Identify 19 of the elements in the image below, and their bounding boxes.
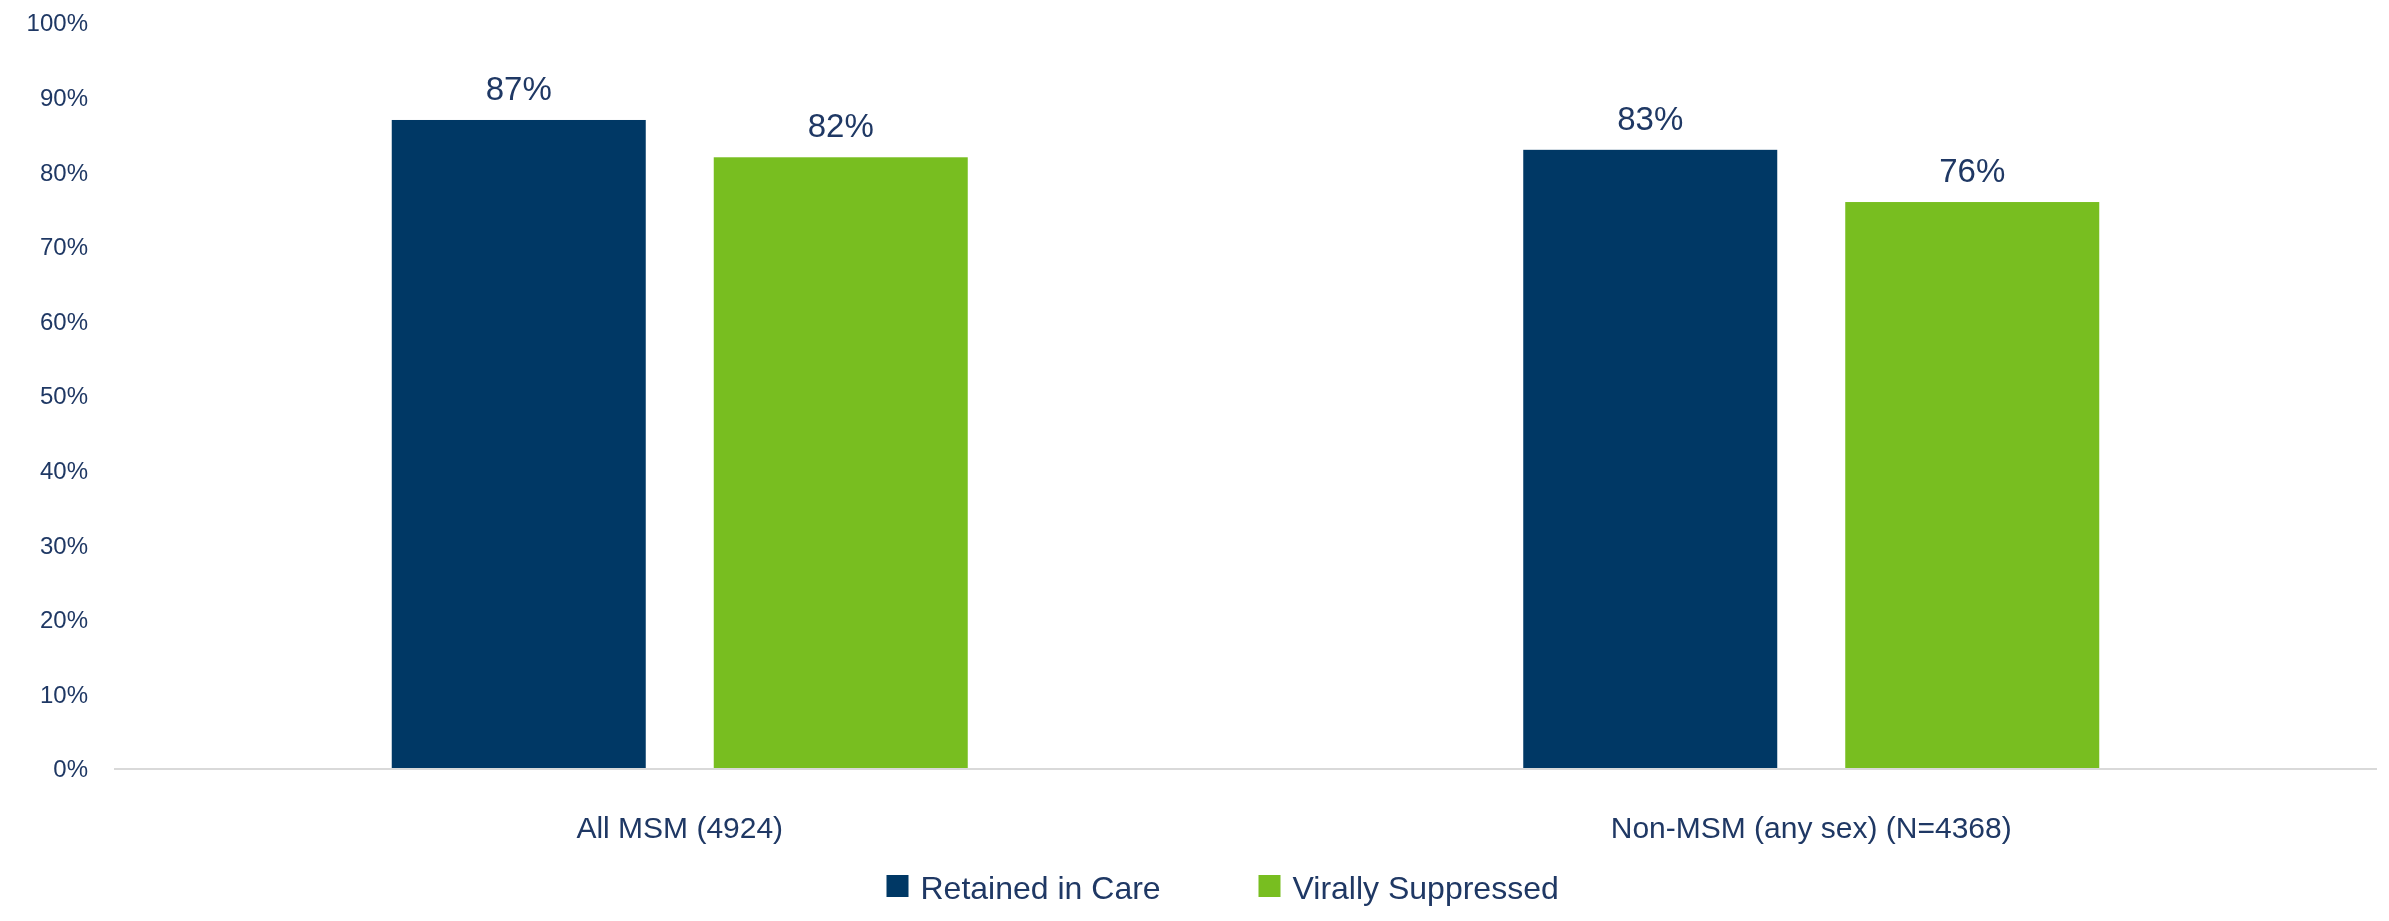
y-tick-label: 30% bbox=[39, 531, 88, 559]
text: 87% bbox=[485, 69, 552, 107]
text: 76% bbox=[1939, 152, 2006, 190]
legend-label: Retained in Care bbox=[920, 870, 1161, 906]
y-tick-label: 0% bbox=[53, 755, 88, 783]
y-tick-label: 100% bbox=[26, 9, 88, 37]
y-tick-label: 60% bbox=[39, 307, 88, 335]
text: 83% bbox=[1617, 99, 1684, 137]
y-tick-label: 50% bbox=[39, 382, 88, 410]
y-tick-label: 90% bbox=[39, 84, 88, 111]
y-tick-label: 40% bbox=[39, 457, 88, 484]
legend-label: Virally Suppressed bbox=[1292, 870, 1559, 906]
x-tick-label: Non-MSM (any sex) (N=4368) bbox=[1610, 811, 2012, 844]
y-tick-label: 10% bbox=[39, 680, 88, 708]
y-tick-label: 70% bbox=[39, 233, 88, 261]
text: 82% bbox=[807, 107, 874, 145]
y-tick-label: 80% bbox=[39, 158, 88, 186]
y-tick-label: 20% bbox=[39, 606, 88, 634]
x-tick-label: All MSM (4924) bbox=[576, 811, 784, 844]
